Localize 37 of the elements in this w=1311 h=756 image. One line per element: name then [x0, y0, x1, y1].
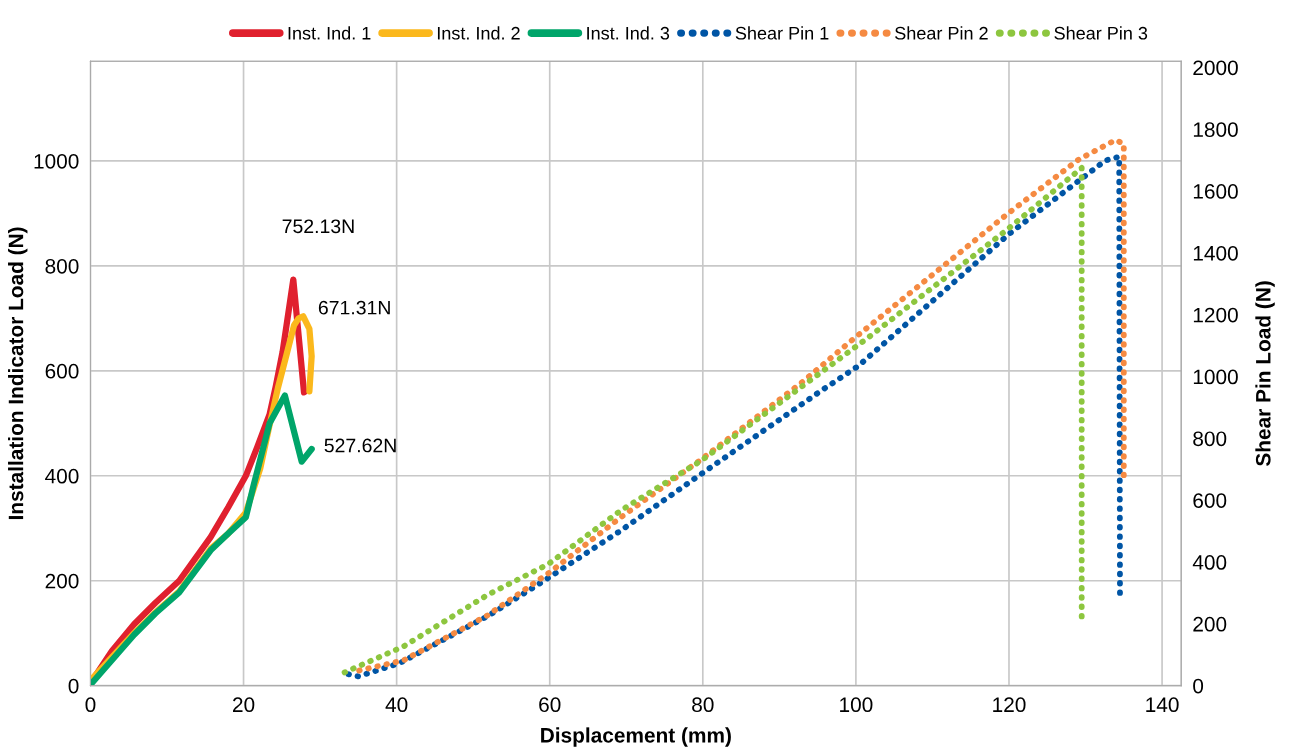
y2-tick-label: 1600 — [1193, 184, 1238, 199]
y-tick-label: 1000 — [34, 153, 79, 169]
x-tick-label: 140 — [1146, 697, 1179, 713]
x-tick-label: 20 — [233, 697, 255, 713]
legend-label: Shear Pin 3 — [1054, 26, 1148, 40]
x-tick-label: 40 — [385, 697, 408, 713]
x-tick-label: 120 — [993, 697, 1026, 713]
y2-tick-label: 1000 — [1193, 369, 1238, 385]
y2-tick-label: 200 — [1193, 616, 1227, 632]
y2-tick-label: 400 — [1192, 555, 1227, 570]
y2-tick-label: 0 — [1193, 678, 1204, 694]
x-tick-label: 60 — [539, 697, 561, 713]
y-tick-label: 200 — [45, 573, 79, 589]
legend-label: Inst. Ind. 1 — [288, 26, 371, 40]
annotation: 527.62N — [324, 438, 396, 453]
x-axis-title: Displacement (mm) — [541, 727, 731, 747]
x-tick-label: 0 — [85, 697, 96, 713]
y-tick-label: 600 — [45, 363, 79, 379]
y2-tick-label: 1800 — [1193, 122, 1238, 137]
y2-axis-title: Shear Pin Load (N) — [1255, 281, 1275, 467]
y2-tick-label: 600 — [1193, 493, 1227, 508]
annotation: 752.13N — [282, 219, 354, 234]
y2-tick-label: 800 — [1193, 431, 1227, 447]
x-tick-label: 80 — [692, 697, 714, 713]
y-tick-label: 400 — [45, 468, 79, 484]
y-tick-label: 0 — [68, 678, 79, 694]
y-tick-label: 800 — [45, 258, 79, 274]
x-tick-label: 100 — [840, 697, 873, 713]
y2-tick-label: 2000 — [1193, 60, 1238, 76]
legend-label: Shear Pin 1 — [735, 26, 829, 40]
y-axis-title: Installation Indicator Load (N) — [8, 227, 28, 520]
legend-label: Inst. Ind. 3 — [587, 26, 670, 40]
legend-label: Inst. Ind. 2 — [437, 26, 520, 40]
annotation: 671.31N — [318, 300, 390, 315]
legend-label: Shear Pin 2 — [895, 26, 988, 40]
y2-tick-label: 1400 — [1193, 245, 1238, 261]
y2-tick-label: 1200 — [1193, 307, 1238, 323]
